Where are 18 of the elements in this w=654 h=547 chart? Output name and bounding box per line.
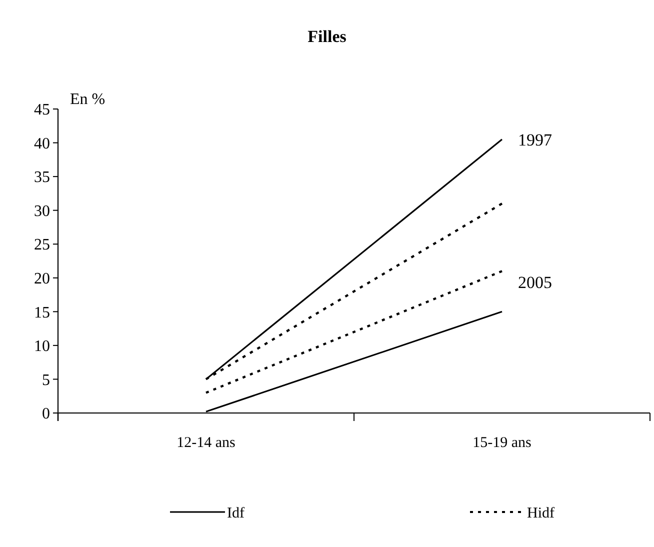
y-tick-label: 5	[42, 372, 50, 389]
y-tick-label: 20	[34, 270, 50, 288]
annotation: 1997	[518, 130, 552, 150]
y-axis-title: En %	[70, 91, 106, 108]
y-tick-label: 30	[34, 202, 50, 220]
legend-label: Hidf	[527, 505, 554, 522]
x-tick-label: 15-19 ans	[472, 435, 532, 451]
chart-title: Filles	[308, 27, 347, 46]
y-tick-label: 15	[34, 304, 50, 322]
legend-label: Idf	[227, 505, 244, 522]
annotation: 2005	[518, 273, 552, 292]
y-tick-label: 45	[34, 102, 50, 119]
x-tick-label: 12-14 ans	[176, 435, 236, 451]
y-tick-label: 0	[42, 406, 50, 423]
y-tick-label: 25	[34, 236, 50, 254]
y-tick-label: 35	[34, 169, 50, 186]
y-tick-label: 40	[34, 135, 50, 152]
y-tick-label: 10	[34, 338, 50, 356]
